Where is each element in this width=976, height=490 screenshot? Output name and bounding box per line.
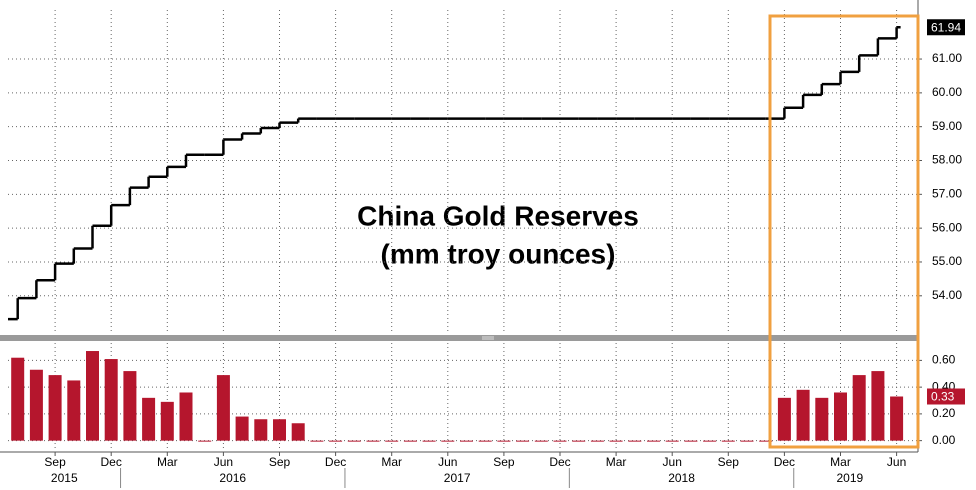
bar <box>871 371 885 441</box>
x-tick-label: Sep <box>44 455 66 469</box>
bar <box>329 440 343 442</box>
panel-divider <box>0 335 918 341</box>
bar <box>834 392 847 441</box>
x-tick-label: Sep <box>269 455 291 469</box>
bar <box>385 440 399 442</box>
year-label: 2016 <box>219 471 246 485</box>
y-tick-label: 0.00 <box>932 433 956 447</box>
bar <box>609 440 623 442</box>
bar <box>273 419 286 441</box>
bar <box>48 375 62 441</box>
last-value-label: 61.94 <box>931 20 961 34</box>
bar <box>366 440 380 442</box>
bar <box>123 371 137 441</box>
bar <box>890 396 904 441</box>
bar <box>852 375 866 441</box>
y-tick-label: 58.00 <box>932 153 962 167</box>
x-tick-label: Dec <box>325 455 346 469</box>
bar <box>665 440 679 442</box>
highlight-box <box>768 14 920 449</box>
bar <box>796 389 810 441</box>
bar <box>254 419 268 441</box>
bar <box>553 440 567 442</box>
bar <box>67 380 81 441</box>
x-tick-label: Dec <box>774 455 795 469</box>
x-tick-label: Mar <box>830 455 851 469</box>
bar <box>235 416 249 441</box>
x-tick-label: Dec <box>101 455 122 469</box>
annotation-subtitle: (mm troy ounces) <box>381 238 616 269</box>
bar <box>460 440 473 442</box>
bar <box>310 440 324 442</box>
y-tick-label: 0.20 <box>932 406 956 420</box>
y-tick-label: 56.00 <box>932 220 962 234</box>
bar <box>347 440 361 442</box>
x-tick-label: Jun <box>663 455 682 469</box>
bar <box>777 397 791 441</box>
bar <box>86 351 99 441</box>
bar <box>478 440 492 442</box>
y-tick-label: 54.00 <box>932 288 962 302</box>
bar <box>590 440 604 442</box>
bar <box>516 440 530 442</box>
bar <box>422 440 436 442</box>
bar <box>198 440 212 442</box>
bar <box>104 359 118 441</box>
x-tick-label: Jun <box>887 455 906 469</box>
annotation-title: China Gold Reserves <box>357 200 639 231</box>
x-tick-label: Sep <box>718 455 740 469</box>
last-value-tag <box>927 388 965 405</box>
last-value-label: 0.33 <box>931 390 955 404</box>
x-tick-label: Mar <box>606 455 627 469</box>
y-tick-label: 59.00 <box>932 119 962 133</box>
bar <box>815 397 829 441</box>
bar <box>160 401 174 441</box>
x-tick-label: Mar <box>157 455 178 469</box>
year-label: 2015 <box>51 471 78 485</box>
x-tick-label: Dec <box>549 455 570 469</box>
y-tick-label: 60.00 <box>932 85 962 99</box>
bar <box>721 440 735 442</box>
bar <box>216 375 230 441</box>
bar <box>628 440 642 442</box>
y-tick-label: 57.00 <box>932 187 962 201</box>
bar <box>29 369 43 441</box>
y-tick-label: 55.00 <box>932 254 962 268</box>
x-tick-label: Mar <box>381 455 402 469</box>
bar <box>179 392 193 441</box>
bar <box>403 440 417 442</box>
bar <box>759 440 773 442</box>
x-tick-label: Jun <box>214 455 233 469</box>
x-tick-label: Jun <box>438 455 457 469</box>
bar <box>534 440 548 442</box>
last-value-tag <box>927 19 965 36</box>
bar <box>684 440 698 442</box>
bar <box>11 357 25 441</box>
bar <box>142 397 156 441</box>
bar <box>572 440 586 442</box>
bar <box>441 440 455 442</box>
year-label: 2019 <box>836 471 863 485</box>
bar <box>740 440 754 442</box>
y-tick-label: 61.00 <box>932 51 962 65</box>
bar <box>647 440 660 442</box>
bar <box>291 423 305 441</box>
year-label: 2018 <box>668 471 695 485</box>
bar <box>497 440 511 442</box>
y-tick-label: 0.60 <box>932 353 956 367</box>
bar <box>703 440 717 442</box>
x-tick-label: Sep <box>493 455 515 469</box>
year-label: 2017 <box>444 471 471 485</box>
